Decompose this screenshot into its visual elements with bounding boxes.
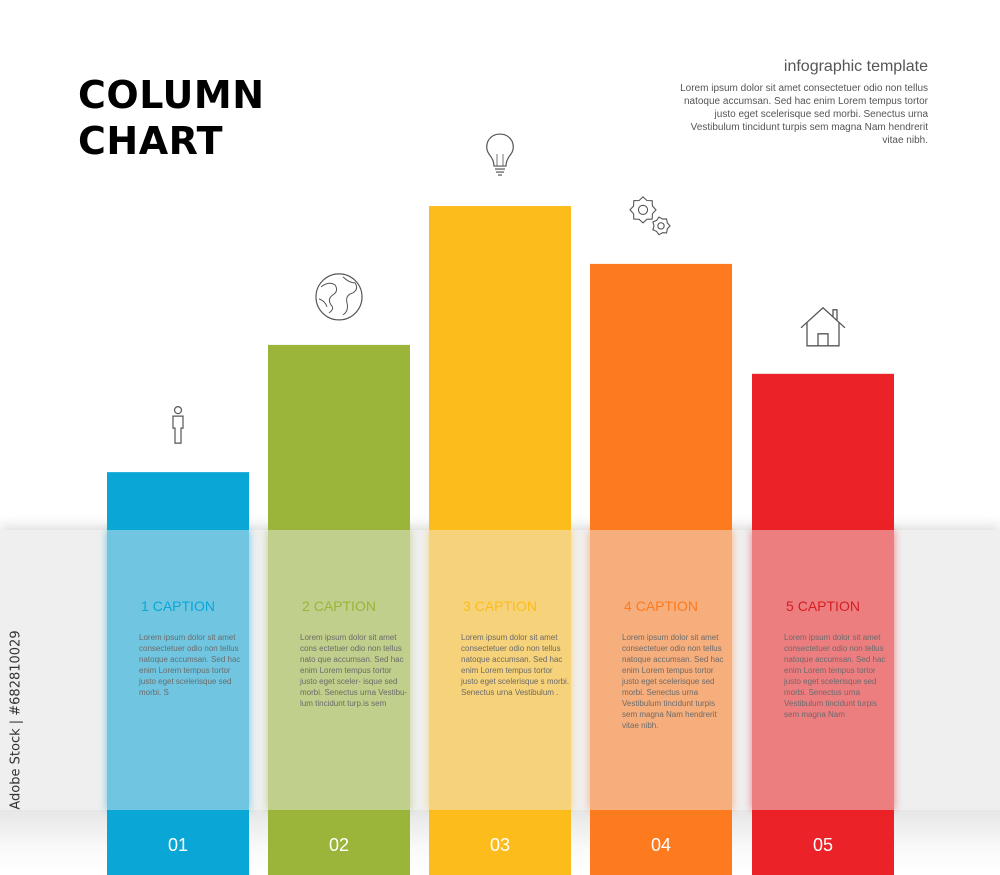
subtitle: infographic template xyxy=(783,58,928,75)
bar-tab-01 xyxy=(107,810,249,875)
bar-tab-05 xyxy=(752,810,894,875)
column-panel-03 xyxy=(429,530,571,810)
intro-text: Lorem ipsum dolor sit amet consectetuer … xyxy=(680,83,928,146)
caption-2: 2 CAPTION xyxy=(302,598,376,614)
column-panel-04 xyxy=(590,530,732,810)
description-2: Lorem ipsum dolor sit amet cons ectetuer… xyxy=(300,633,408,708)
column-number-1: 01 xyxy=(167,835,189,855)
bar-04 xyxy=(590,263,732,530)
caption-1: 1 CAPTION xyxy=(141,598,215,614)
caption-4: 4 CAPTION xyxy=(624,598,698,614)
stock-id-wrapper: Adobe Stock | #682810029 xyxy=(6,630,26,810)
title-line-2: CHART xyxy=(78,119,224,163)
bar-tab-04 xyxy=(590,810,732,875)
column-panel-02 xyxy=(268,530,410,810)
caption-3: 3 CAPTION xyxy=(463,598,537,614)
description-3: Lorem ipsum dolor sit amet consectetuer … xyxy=(461,633,570,697)
caption-5: 5 CAPTION xyxy=(786,598,860,614)
lightbulb-icon xyxy=(486,133,514,176)
bar-03 xyxy=(429,206,571,531)
bar-02 xyxy=(268,344,410,530)
column-panel-05 xyxy=(752,530,894,810)
column-panel-01 xyxy=(107,530,249,810)
bar-05 xyxy=(752,373,894,530)
chart-title: COLUMN CHART xyxy=(78,72,265,164)
bar-tab-03 xyxy=(429,810,571,875)
column-number-3: 03 xyxy=(489,835,511,855)
title-line-1: COLUMN xyxy=(78,73,265,117)
gears-icon xyxy=(629,196,671,236)
column-number-2: 02 xyxy=(328,835,350,855)
bar-01 xyxy=(107,472,249,530)
stock-id: Adobe Stock | #682810029 xyxy=(8,630,24,810)
person-icon xyxy=(172,406,184,444)
house-icon xyxy=(800,306,846,347)
description-5: Lorem ipsum dolor sit amet consectetuer … xyxy=(784,633,886,719)
bar-tab-02 xyxy=(268,810,410,875)
description-4: Lorem ipsum dolor sit amet consectetuer … xyxy=(622,633,724,730)
description-1: Lorem ipsum dolor sit amet consectetuer … xyxy=(139,633,241,697)
column-number-4: 04 xyxy=(650,835,672,855)
column-number-5: 05 xyxy=(812,835,834,855)
globe-icon xyxy=(315,273,363,321)
